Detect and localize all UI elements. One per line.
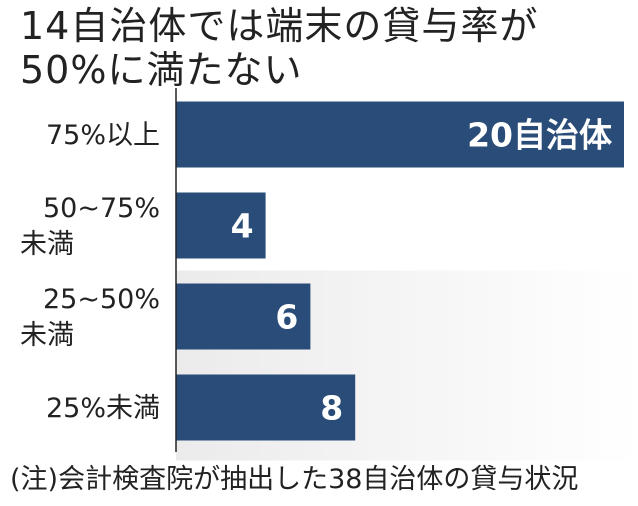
bar-1: [176, 192, 266, 259]
category-label-1-line-1: 50~75%: [43, 193, 160, 224]
chart-title: 14自治体では端末の貸与率が 50%に満たない: [20, 4, 620, 92]
bar-0: [176, 101, 624, 168]
category-label-3: 25%未満: [46, 393, 160, 424]
chart-title-line-1: 14自治体では端末の貸与率が: [20, 4, 539, 48]
bar-value-label-2: 6: [275, 297, 298, 336]
bar-2: [176, 283, 311, 350]
category-label-0: 75%以上: [46, 120, 160, 151]
bar-3: [176, 374, 356, 441]
category-label-2-line-2: 未満: [20, 320, 74, 351]
category-label-2-line-1: 25~50%: [43, 284, 160, 315]
bar-value-label-1: 4: [231, 206, 254, 245]
bar-value-label-0: 20自治体: [467, 115, 612, 154]
chart-title-line-2: 50%に満たない: [20, 48, 303, 92]
footnote: (注)会計検査院が抽出した38自治体の貸与状況: [10, 464, 579, 495]
bar-value-label-3: 8: [320, 388, 343, 427]
category-label-1-line-2: 未満: [20, 229, 74, 260]
